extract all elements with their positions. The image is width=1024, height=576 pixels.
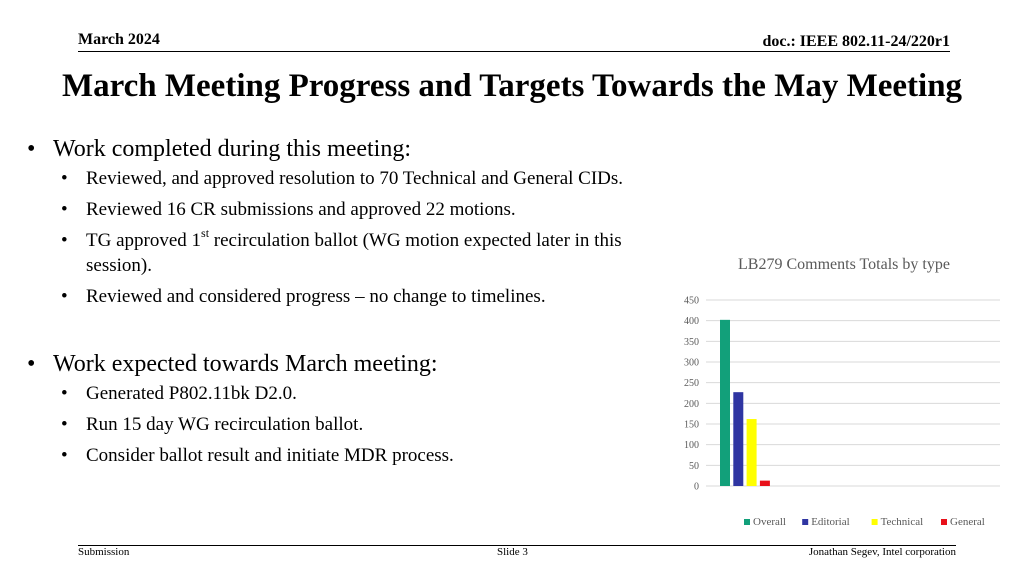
y-tick-label: 350 bbox=[684, 337, 699, 348]
comments-chart: LB279 Comments Totals by type 0 50 100 150 2… bbox=[674, 250, 1014, 540]
bullet-text: recirculation ballot (WG motion expected… bbox=[86, 230, 622, 276]
bullet-item: Reviewed and considered progress – no ch… bbox=[24, 284, 664, 309]
legend-label: Overall bbox=[753, 516, 786, 528]
bullet-item: TG approved 1st recirculation ballot (WG… bbox=[24, 225, 664, 278]
bullet-list: Work completed during this meeting: Revi… bbox=[24, 134, 664, 468]
superscript: st bbox=[201, 225, 210, 240]
y-tick-label: 450 bbox=[684, 296, 699, 307]
legend-label: General bbox=[950, 516, 985, 528]
footer-submission: Submission bbox=[78, 546, 130, 558]
legend-label: Technical bbox=[881, 516, 924, 528]
y-tick-label: 300 bbox=[684, 358, 699, 369]
bullet-item: Reviewed, and approved resolution to 70 … bbox=[24, 166, 664, 191]
header-doc-id: doc.: IEEE 802.11-24/220r1 bbox=[762, 33, 950, 50]
legend-swatch bbox=[802, 519, 809, 525]
slide-title: March Meeting Progress and Targets Towar… bbox=[61, 68, 963, 104]
header-rule bbox=[78, 51, 950, 52]
section-heading-expected: Work expected towards March meeting: bbox=[24, 349, 664, 379]
footer-author: Jonathan Segev, Intel corporation bbox=[808, 546, 956, 558]
y-tick-label: 50 bbox=[689, 461, 699, 472]
y-tick-label: 0 bbox=[694, 482, 699, 493]
bullet-text: TG approved 1 bbox=[86, 230, 202, 251]
y-tick-label: 150 bbox=[684, 420, 699, 431]
legend-swatch bbox=[871, 519, 878, 525]
bullet-item: Generated P802.11bk D2.0. bbox=[24, 381, 664, 406]
bar-technical bbox=[746, 419, 757, 486]
bar-editorial bbox=[733, 392, 744, 486]
bullet-item: Reviewed 16 CR submissions and approved … bbox=[24, 197, 664, 222]
y-tick-label: 200 bbox=[684, 399, 699, 410]
legend-swatch bbox=[941, 519, 947, 525]
footer-slide-number: Slide 3 bbox=[497, 546, 528, 558]
footer-rule bbox=[78, 545, 956, 546]
bar-general bbox=[759, 480, 770, 486]
bar-overall bbox=[720, 319, 730, 486]
chart-svg: 0 50 100 150 200 250 300 350 400 450 Overall Editor… bbox=[684, 296, 1000, 528]
y-tick-label: 400 bbox=[684, 316, 699, 327]
bullet-item: Consider ballot result and initiate MDR … bbox=[24, 443, 664, 468]
bullet-item: Run 15 day WG recirculation ballot. bbox=[24, 412, 664, 437]
y-tick-label: 250 bbox=[684, 378, 699, 389]
header-date: March 2024 bbox=[78, 31, 160, 48]
legend-label: Editorial bbox=[811, 516, 850, 528]
y-tick-label: 100 bbox=[684, 440, 699, 451]
legend-swatch bbox=[744, 519, 750, 525]
section-heading-completed: Work completed during this meeting: bbox=[24, 134, 664, 164]
chart-title: LB279 Comments Totals by type bbox=[738, 256, 950, 273]
